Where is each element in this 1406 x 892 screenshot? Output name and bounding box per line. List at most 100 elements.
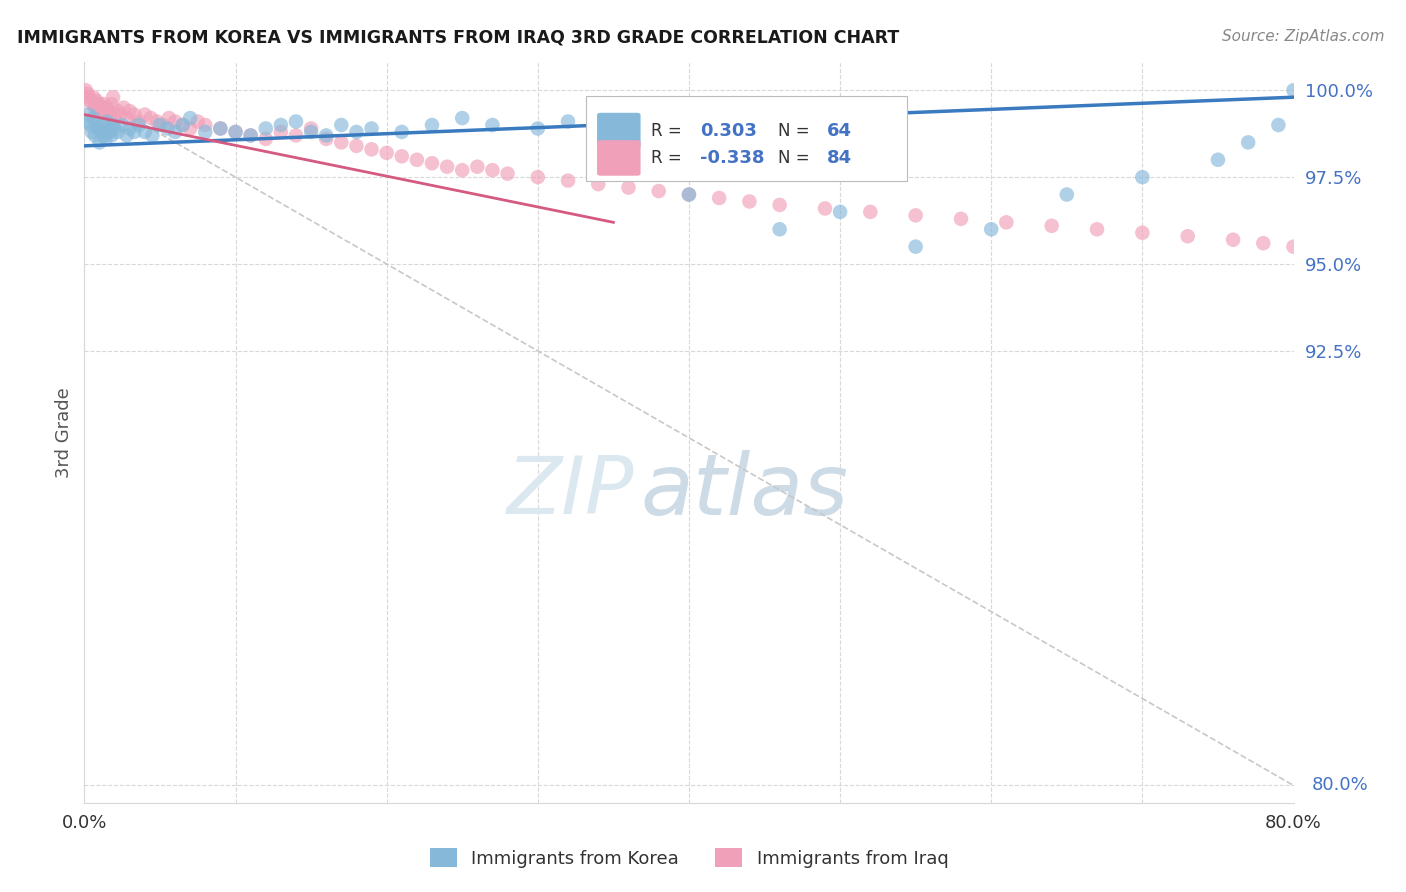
Point bbox=[995, 215, 1018, 229]
Point bbox=[97, 104, 120, 119]
Point bbox=[360, 142, 382, 156]
Point bbox=[904, 240, 927, 254]
Point bbox=[77, 90, 100, 104]
Point bbox=[285, 114, 308, 128]
Point bbox=[98, 107, 121, 121]
Point bbox=[118, 121, 141, 136]
Bar bbox=[586, 95, 907, 181]
Point bbox=[107, 125, 129, 139]
Point bbox=[451, 163, 474, 178]
Point bbox=[157, 111, 180, 125]
Point bbox=[179, 111, 201, 125]
Point bbox=[299, 121, 322, 136]
Point bbox=[678, 187, 700, 202]
Point bbox=[152, 118, 174, 132]
Point bbox=[709, 191, 731, 205]
Point bbox=[134, 125, 156, 139]
Point bbox=[80, 97, 103, 112]
Text: N =: N = bbox=[779, 121, 815, 139]
Point bbox=[527, 170, 550, 185]
Point bbox=[1206, 153, 1229, 167]
Point bbox=[980, 222, 1002, 236]
Text: 80.0%: 80.0% bbox=[1312, 776, 1368, 795]
Point bbox=[1085, 222, 1108, 236]
Point bbox=[118, 104, 141, 119]
Point bbox=[141, 128, 163, 143]
Point bbox=[179, 121, 201, 136]
Point bbox=[467, 160, 489, 174]
Point bbox=[122, 125, 145, 139]
Point bbox=[110, 107, 132, 121]
Text: atlas: atlas bbox=[641, 450, 849, 533]
Point bbox=[481, 118, 503, 132]
Point bbox=[315, 132, 337, 146]
Point bbox=[391, 125, 413, 139]
Point bbox=[107, 104, 129, 119]
Text: ZIP: ZIP bbox=[508, 453, 634, 531]
Point bbox=[527, 121, 550, 136]
Point bbox=[165, 125, 187, 139]
Point bbox=[146, 114, 169, 128]
Point bbox=[1267, 118, 1289, 132]
Point bbox=[156, 121, 179, 136]
Text: IMMIGRANTS FROM KOREA VS IMMIGRANTS FROM IRAQ 3RD GRADE CORRELATION CHART: IMMIGRANTS FROM KOREA VS IMMIGRANTS FROM… bbox=[17, 29, 898, 46]
Point bbox=[1040, 219, 1063, 233]
Text: 0.303: 0.303 bbox=[700, 121, 756, 139]
Point bbox=[172, 118, 194, 132]
Point bbox=[496, 167, 519, 181]
Point bbox=[859, 205, 882, 219]
Point bbox=[79, 94, 101, 108]
Point bbox=[86, 118, 108, 132]
Point bbox=[96, 101, 118, 115]
Point bbox=[617, 180, 640, 194]
Point bbox=[209, 121, 232, 136]
Point bbox=[225, 125, 247, 139]
Point bbox=[84, 101, 107, 115]
Point bbox=[1177, 229, 1199, 244]
Point bbox=[89, 97, 111, 112]
Point bbox=[1130, 170, 1153, 185]
Point bbox=[315, 128, 337, 143]
Point bbox=[814, 202, 837, 216]
Point bbox=[96, 114, 118, 128]
Text: 64: 64 bbox=[827, 121, 852, 139]
Point bbox=[134, 107, 156, 121]
Text: R =: R = bbox=[651, 121, 688, 139]
Point bbox=[360, 121, 382, 136]
Point bbox=[101, 90, 124, 104]
Point bbox=[90, 125, 112, 139]
Point bbox=[723, 125, 745, 139]
Point bbox=[588, 177, 610, 191]
Point bbox=[1343, 246, 1365, 260]
Point bbox=[299, 125, 322, 139]
Point bbox=[346, 139, 368, 153]
Point bbox=[1282, 240, 1305, 254]
Point bbox=[101, 118, 124, 132]
Point bbox=[80, 125, 103, 139]
Point bbox=[94, 107, 117, 121]
Point bbox=[139, 111, 162, 125]
Point bbox=[1130, 226, 1153, 240]
Point bbox=[91, 118, 114, 132]
Point bbox=[76, 87, 98, 101]
Point bbox=[172, 118, 194, 132]
Point bbox=[87, 104, 110, 119]
Point bbox=[602, 118, 624, 132]
Point bbox=[1056, 187, 1078, 202]
Point bbox=[93, 128, 115, 143]
Point bbox=[330, 118, 353, 132]
Point bbox=[93, 97, 115, 112]
Point bbox=[1253, 236, 1275, 251]
Point bbox=[436, 160, 458, 174]
Point bbox=[557, 173, 579, 187]
Point bbox=[678, 187, 700, 202]
Point bbox=[98, 125, 121, 139]
Point bbox=[1403, 253, 1406, 268]
Point bbox=[194, 118, 217, 132]
Point bbox=[225, 125, 247, 139]
Point bbox=[1237, 136, 1260, 150]
Text: N =: N = bbox=[779, 149, 815, 167]
Point bbox=[950, 211, 973, 226]
Point bbox=[1313, 243, 1336, 257]
Point bbox=[451, 111, 474, 125]
